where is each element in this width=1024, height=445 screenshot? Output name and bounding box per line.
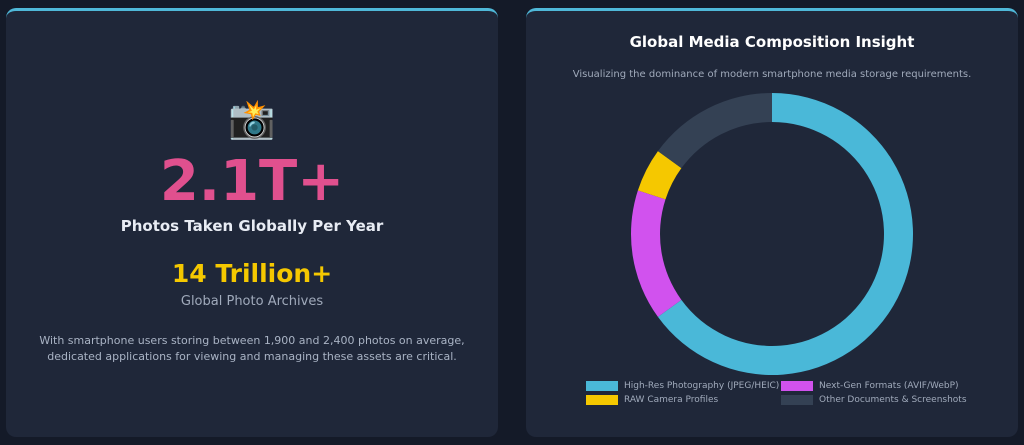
headline-label: Photos Taken Globally Per Year bbox=[120, 217, 384, 235]
legend-swatch bbox=[781, 381, 813, 391]
chart-title: Global Media Composition Insight bbox=[629, 33, 915, 51]
legend-item: Next-Gen Formats (AVIF/WebP) bbox=[781, 381, 976, 391]
chart-card: Global Media Composition Insight Visuali… bbox=[526, 8, 1018, 437]
legend-swatch bbox=[586, 395, 618, 405]
legend-label: Next-Gen Formats (AVIF/WebP) bbox=[819, 381, 959, 391]
camera-icon: 📸 bbox=[228, 97, 276, 141]
stats-card: 📸 2.1T+ Photos Taken Globally Per Year 1… bbox=[6, 8, 498, 437]
legend-label: Other Documents & Screenshots bbox=[819, 395, 967, 405]
donut-segment bbox=[637, 151, 682, 200]
headline-value: 2.1T+ bbox=[159, 149, 345, 214]
secondary-label: Global Photo Archives bbox=[180, 294, 324, 309]
chart-subtitle: Visualizing the dominance of modern smar… bbox=[572, 69, 972, 80]
legend-item: High-Res Photography (JPEG/HEIC) bbox=[586, 381, 781, 391]
legend-label: RAW Camera Profiles bbox=[624, 395, 719, 405]
legend: High-Res Photography (JPEG/HEIC) Next-Gen… bbox=[586, 381, 986, 405]
legend-swatch bbox=[781, 395, 813, 405]
donut-segment bbox=[657, 93, 772, 169]
secondary-value: 14 Trillion+ bbox=[171, 259, 333, 288]
donut-segment bbox=[631, 190, 682, 317]
legend-label: High-Res Photography (JPEG/HEIC) bbox=[624, 381, 780, 391]
legend-item: RAW Camera Profiles bbox=[586, 395, 781, 405]
legend-swatch bbox=[586, 381, 618, 391]
legend-item: Other Documents & Screenshots bbox=[781, 395, 976, 405]
chart bbox=[631, 93, 913, 375]
description: With smartphone users storing between 1,… bbox=[39, 334, 465, 363]
